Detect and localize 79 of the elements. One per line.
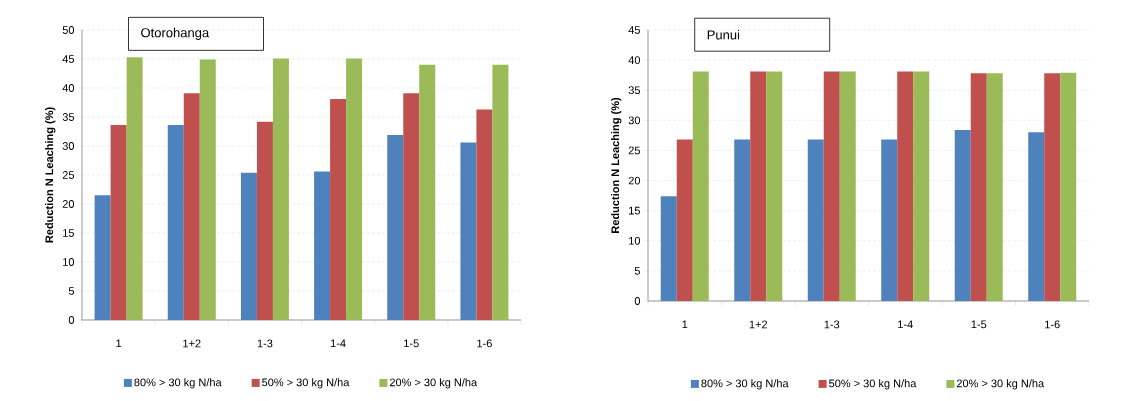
- y-tick-label: 15: [63, 229, 75, 237]
- bar: [881, 139, 898, 301]
- bar: [167, 125, 184, 320]
- bar: [346, 58, 363, 320]
- x-tick-label: 1-4: [330, 339, 346, 348]
- bar: [954, 129, 971, 301]
- y-axis-title: Reduction N Leaching (%): [45, 107, 56, 243]
- legend-label: 20% > 30 kg N/ha: [956, 379, 1045, 390]
- y-tick-label: 25: [62, 171, 75, 179]
- x-tick-label: 1-6: [477, 339, 492, 348]
- bar: [476, 109, 493, 320]
- bar: [403, 93, 420, 320]
- bar: [766, 71, 783, 301]
- y-tick-label: 15: [629, 206, 640, 215]
- bar: [330, 99, 347, 320]
- bar: [750, 71, 767, 301]
- legend-label: 50% > 30 kg N/ha: [262, 378, 350, 389]
- bar: [110, 125, 127, 320]
- bar: [126, 57, 143, 320]
- x-tick-label: 1+2: [183, 339, 201, 348]
- x-tick-label: 1-5: [971, 320, 987, 329]
- y-tick-label: 35: [628, 86, 640, 95]
- bar: [692, 71, 709, 301]
- bar: [660, 196, 677, 301]
- bar: [734, 139, 751, 301]
- y-tick-label: 45: [62, 55, 75, 63]
- bar: [913, 71, 930, 301]
- x-tick-label: 1-3: [824, 320, 840, 329]
- y-tick-label: 40: [628, 56, 641, 64]
- y-tick-label: 45: [628, 26, 640, 34]
- x-tick-label: 1-3: [257, 339, 273, 348]
- bar: [94, 195, 111, 320]
- legend-label: 50% > 30 kg N/ha: [829, 379, 917, 390]
- bar: [419, 64, 436, 320]
- bar: [676, 139, 693, 301]
- x-tick-label: 1: [116, 339, 122, 348]
- y-tick-label: 25: [628, 146, 640, 155]
- bar: [387, 134, 404, 320]
- y-tick-label: 50: [62, 26, 75, 34]
- bar: [199, 59, 216, 320]
- bar: [314, 171, 331, 320]
- bar: [183, 93, 200, 320]
- legend-label: 80% > 30 kg N/ha: [134, 378, 222, 389]
- chart-title: Punui: [707, 29, 740, 40]
- bar: [492, 64, 509, 320]
- y-tick-label: 5: [634, 267, 640, 275]
- bar: [460, 142, 477, 320]
- legend-label: 20% > 30 kg N/ha: [389, 378, 478, 389]
- bar: [823, 71, 840, 301]
- bar: [256, 121, 273, 320]
- y-tick-label: 10: [629, 236, 641, 245]
- x-tick-label: 1+2: [749, 320, 768, 329]
- x-tick-label: 1-4: [898, 320, 913, 329]
- bar: [1060, 72, 1077, 301]
- x-tick-label: 1: [682, 320, 688, 329]
- bar: [240, 172, 257, 320]
- bar: [1044, 73, 1061, 301]
- x-tick-label: 1-6: [1045, 320, 1060, 329]
- x-tick-label: 1-5: [404, 339, 419, 348]
- bar: [986, 73, 1003, 301]
- y-tick-label: 0: [634, 297, 641, 305]
- bar: [272, 58, 289, 320]
- y-tick-label: 30: [62, 142, 75, 150]
- y-tick-label: 30: [628, 116, 641, 125]
- bar: [897, 71, 914, 301]
- y-axis-title: Reduction N Leaching (%): [611, 97, 622, 233]
- legend-label: 80% > 30 kg N/ha: [701, 379, 789, 390]
- y-tick-label: 0: [68, 316, 75, 324]
- bar: [1028, 132, 1045, 301]
- bar: [839, 71, 856, 301]
- y-tick-label: 10: [63, 258, 75, 266]
- y-tick-label: 20: [628, 176, 641, 185]
- chart-title: Otorohanga: [141, 27, 210, 40]
- y-tick-label: 5: [68, 287, 75, 295]
- y-tick-label: 40: [62, 84, 75, 92]
- y-tick-label: 35: [62, 113, 75, 121]
- y-tick-label: 20: [62, 200, 75, 208]
- bar: [807, 139, 824, 301]
- bar: [970, 73, 987, 301]
